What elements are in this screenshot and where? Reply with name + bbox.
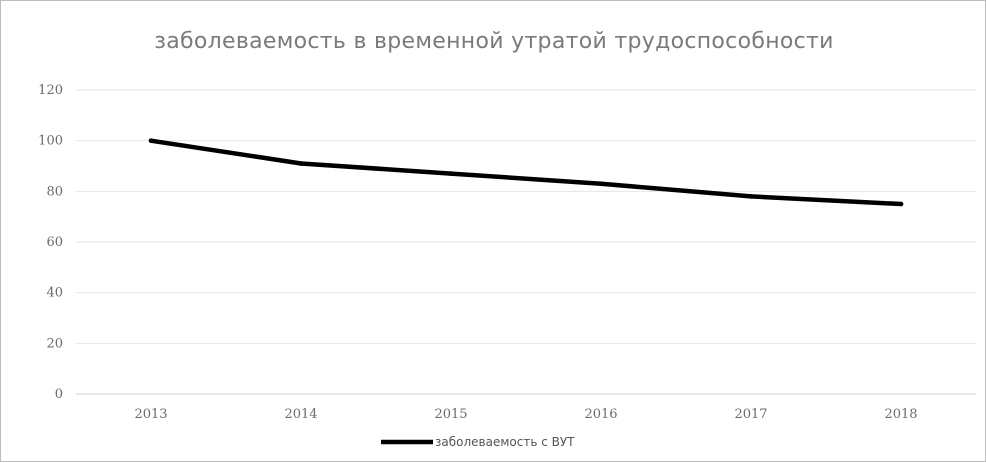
data-point (598, 181, 604, 187)
y-tick-label: 60 (46, 235, 63, 250)
x-tick-label: 2015 (434, 407, 467, 422)
y-tick-label: 100 (38, 134, 63, 149)
series-layer (148, 138, 904, 207)
data-point (748, 194, 754, 199)
y-tick-label: 0 (55, 387, 63, 402)
legend-label: заболеваемость с ВУТ (435, 435, 575, 449)
legend: заболеваемость с ВУТ (381, 435, 575, 449)
data-point (148, 138, 154, 143)
y-tick-label: 120 (38, 83, 63, 98)
axis-layer: 0 20 40 60 80 100 120 2013 2014 2015 2016 2017 2018 (38, 83, 917, 422)
x-tick-label: 2018 (884, 407, 917, 422)
chart-title: заболеваемость в временной утратой трудо… (154, 29, 834, 54)
data-point (448, 171, 454, 176)
x-tick-label: 2016 (584, 407, 617, 422)
series-line (148, 138, 904, 207)
data-point (898, 201, 904, 207)
x-tick-label: 2017 (734, 407, 767, 422)
grid-layer (76, 89, 976, 395)
y-tick-label: 80 (46, 184, 63, 199)
data-point (298, 161, 304, 166)
x-tick-label: 2014 (284, 407, 317, 422)
y-tick-label: 40 (46, 286, 63, 301)
y-tick-label: 20 (46, 336, 63, 351)
x-tick-label: 2013 (134, 407, 167, 422)
